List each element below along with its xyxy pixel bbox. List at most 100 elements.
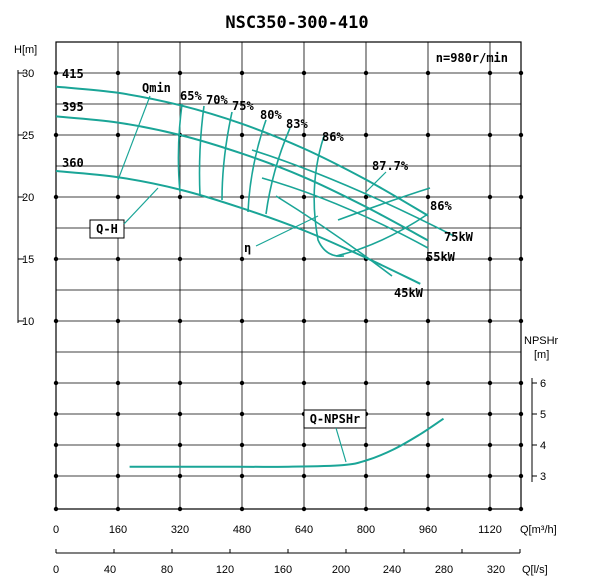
grid-dot [518,70,524,76]
grid-dot [53,380,59,386]
efficiency-curve-86-right [337,187,431,221]
grid-dot [301,256,307,262]
grid-dot [487,194,493,200]
qh-curves [55,85,429,285]
flow-tick: 160 [109,524,127,536]
grid-dot [177,256,183,262]
qh-leader [123,187,159,225]
grid-dot [363,506,369,512]
grid-dot [363,380,369,386]
grid-dot [239,473,245,479]
grid-dot [425,318,431,324]
eta-label: η [244,241,251,255]
power-label-75kw: 75kW [444,230,474,244]
eta-leader [255,215,319,247]
qh-curve-395 [55,115,429,242]
grid-dot [239,318,245,324]
head-tick: 20 [22,192,34,204]
grid-dot [425,70,431,76]
head-axis-label: H[m] [14,44,37,56]
grid-dot [363,194,369,200]
grid-dot [487,132,493,138]
grid-dot [301,380,307,386]
grid-dot [115,318,121,324]
npsh-label-box [303,409,367,429]
grid-dot [487,442,493,448]
efficiency-label-86-right: 86% [430,199,452,213]
qmin-label: Qmin [142,81,171,95]
grid-dot [177,194,183,200]
efficiency-curve-70 [198,105,205,197]
power-curves [251,149,455,277]
flow-tick: 800 [357,524,375,536]
diameter-label-415: 415 [62,67,84,81]
grid-dot [239,506,245,512]
grid-dot [518,411,524,417]
grid-dot [487,380,493,386]
flow-tick: 640 [295,524,313,536]
grid-dot [518,132,524,138]
efficiency-curve-65 [177,103,183,193]
grid-dot [239,411,245,417]
grid-dot [301,70,307,76]
grid-dots [53,70,524,512]
grid-dot [363,442,369,448]
grid-dot [53,194,59,200]
grid-dot [363,473,369,479]
flow-ls-tick: 120 [216,564,234,576]
grid-dot [115,132,121,138]
grid-dot [53,473,59,479]
npsh-axis: NPSHr [m] 6 5 4 3 [524,335,559,483]
efficiency-label-86-left: 86% [322,130,344,144]
npsh-axis-unit: [m] [534,349,549,361]
grid-dot [115,380,121,386]
grid-dot [239,70,245,76]
qmin-leader [117,95,151,181]
head-tick: 25 [22,130,34,142]
grid-dot [425,256,431,262]
flow-tick: 480 [233,524,251,536]
grid-dot [301,318,307,324]
grid-dot [487,256,493,262]
grid-dot [53,70,59,76]
grid-dot [53,132,59,138]
grid [56,42,521,509]
grid-dot [425,380,431,386]
grid-dot [177,318,183,324]
qh-label: Q-H [96,222,118,236]
grid-dot [301,442,307,448]
grid-dot [363,132,369,138]
grid-dot [487,411,493,417]
grid-dot [239,132,245,138]
power-curve-45kw [275,195,393,277]
grid-dot [518,473,524,479]
head-tick: 10 [22,316,34,328]
npsh-tick: 6 [540,378,546,390]
grid-dot [425,194,431,200]
flow-ls-tick: 200 [332,564,350,576]
head-tick: 15 [22,254,34,266]
grid-dot [518,506,524,512]
flow-ls-tick: 0 [53,564,59,576]
flow-ls-tick: 40 [104,564,116,576]
grid-dot [518,194,524,200]
npsh-tick: 4 [540,440,546,452]
grid-dot [53,256,59,262]
flow-tick: 0 [53,524,59,536]
qh-label-box [89,219,125,239]
efficiency-curve-83 [265,127,291,215]
grid-dot [115,70,121,76]
npsh-axis-label: NPSHr [524,335,559,347]
power-label-55kw: 55kW [426,250,456,264]
efficiency-label-87-7: 87.7% [372,159,409,173]
head-axis: H[m] 30 25 20 15 10 [14,44,37,328]
flow-tick: 960 [419,524,437,536]
chart-title: NSC350-300-410 [225,13,368,33]
grid-dot [115,442,121,448]
flow-axis-ls: 0 40 80 120 160 200 240 280 320 Q[l/s] [53,549,548,576]
grid-dot [425,442,431,448]
efficiency-curve-75 [221,111,233,201]
grid-dot [425,506,431,512]
flow-ls-tick: 80 [161,564,173,576]
